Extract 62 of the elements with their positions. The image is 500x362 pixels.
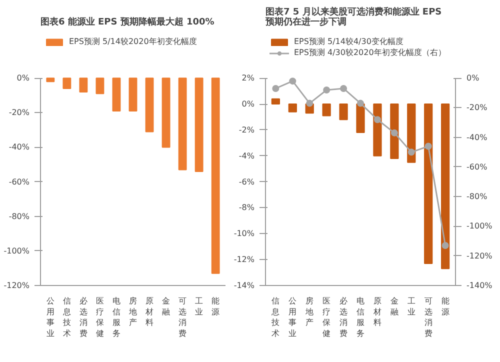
y-tick-label: -4% bbox=[238, 151, 255, 160]
point bbox=[306, 100, 314, 107]
y-tick-label: 0% bbox=[242, 100, 255, 109]
x-tick-label: 信息技术 bbox=[62, 296, 71, 338]
point bbox=[323, 86, 330, 94]
x-tick-label: 信息技术 bbox=[270, 296, 280, 338]
point bbox=[374, 116, 381, 124]
x-tick-label: 房地产 bbox=[128, 296, 137, 328]
x-tick-label: 公用事业 bbox=[46, 296, 54, 338]
x-tick-label: 必选消费 bbox=[79, 296, 88, 338]
x-tick-label: 工业 bbox=[407, 296, 416, 316]
y-tick-label: -6% bbox=[238, 177, 255, 186]
y-tick-label: -120% bbox=[4, 281, 30, 290]
x-tick-label: 金融 bbox=[390, 296, 398, 316]
legend-label: EPS预测 4/30较2020年初变化幅度（右） bbox=[294, 47, 446, 58]
y-tick-label: -20% bbox=[8, 108, 30, 118]
y2-tick-label: -80% bbox=[466, 192, 488, 202]
x-tick-label: 可选消费 bbox=[178, 296, 187, 338]
x-tick-label: 原材料 bbox=[144, 296, 154, 328]
y-tick-label: -8% bbox=[238, 203, 255, 212]
point bbox=[408, 148, 415, 156]
x-tick-label: 能源 bbox=[212, 296, 220, 316]
y-tick-label: 0% bbox=[16, 74, 30, 83]
x-tick-label: 工业 bbox=[195, 296, 204, 316]
x-tick-label: 电信服务 bbox=[356, 296, 364, 338]
legend-label: EPS预测 5/14较2020年初变化幅度 bbox=[69, 36, 197, 47]
point bbox=[272, 85, 280, 92]
y2-tick-label: -120% bbox=[466, 251, 493, 260]
x-tick-label: 电信服务 bbox=[112, 296, 120, 338]
y-tick-label: -12% bbox=[234, 255, 255, 264]
x-tick-label: 金融 bbox=[162, 296, 170, 316]
x-tick-label: 公用事业 bbox=[288, 296, 297, 338]
point bbox=[289, 78, 296, 85]
x-tick-label: 医疗保健 bbox=[96, 296, 104, 338]
x-tick-label: 医疗保健 bbox=[322, 296, 331, 338]
y-tick-label: -100% bbox=[4, 246, 30, 256]
point bbox=[442, 242, 449, 249]
chart-title: 图表7 5 月以来美股可选消费和能源业 EPS 预期仍在进一步下调 bbox=[264, 6, 442, 28]
point bbox=[424, 142, 432, 150]
point bbox=[390, 129, 398, 136]
y-tick-label: -80% bbox=[8, 212, 30, 221]
x-tick-label: 可选消费 bbox=[424, 296, 432, 338]
y2-tick-label: -60% bbox=[466, 162, 488, 172]
x-tick-label: 原材料 bbox=[372, 296, 382, 328]
chart-title: 图表6 能源业 EPS 预期降幅最大超 100% bbox=[40, 16, 214, 28]
point bbox=[357, 100, 364, 107]
y2-tick-label: -40% bbox=[466, 132, 488, 142]
y-tick-label: -14% bbox=[234, 281, 255, 290]
y-tick-label: -60% bbox=[8, 177, 30, 186]
y-tick-label: -40% bbox=[8, 142, 30, 152]
y2-tick-label: 0% bbox=[466, 74, 480, 83]
x-tick-label: 能源 bbox=[441, 296, 450, 316]
y2-tick-label: -20% bbox=[466, 103, 488, 112]
legend-label: EPS预测 5/14较4/30变化幅度 bbox=[294, 36, 404, 47]
x-tick-label: 房地产 bbox=[304, 296, 314, 328]
y-tick-label: 2% bbox=[242, 74, 255, 83]
point bbox=[340, 85, 348, 92]
y-tick-label: -10% bbox=[234, 229, 255, 238]
y-tick-label: -2% bbox=[238, 125, 255, 134]
y2-tick-label: -140% bbox=[466, 281, 493, 290]
y2-tick-label: -100% bbox=[466, 222, 493, 231]
x-tick-label: 必选消费 bbox=[340, 296, 348, 338]
